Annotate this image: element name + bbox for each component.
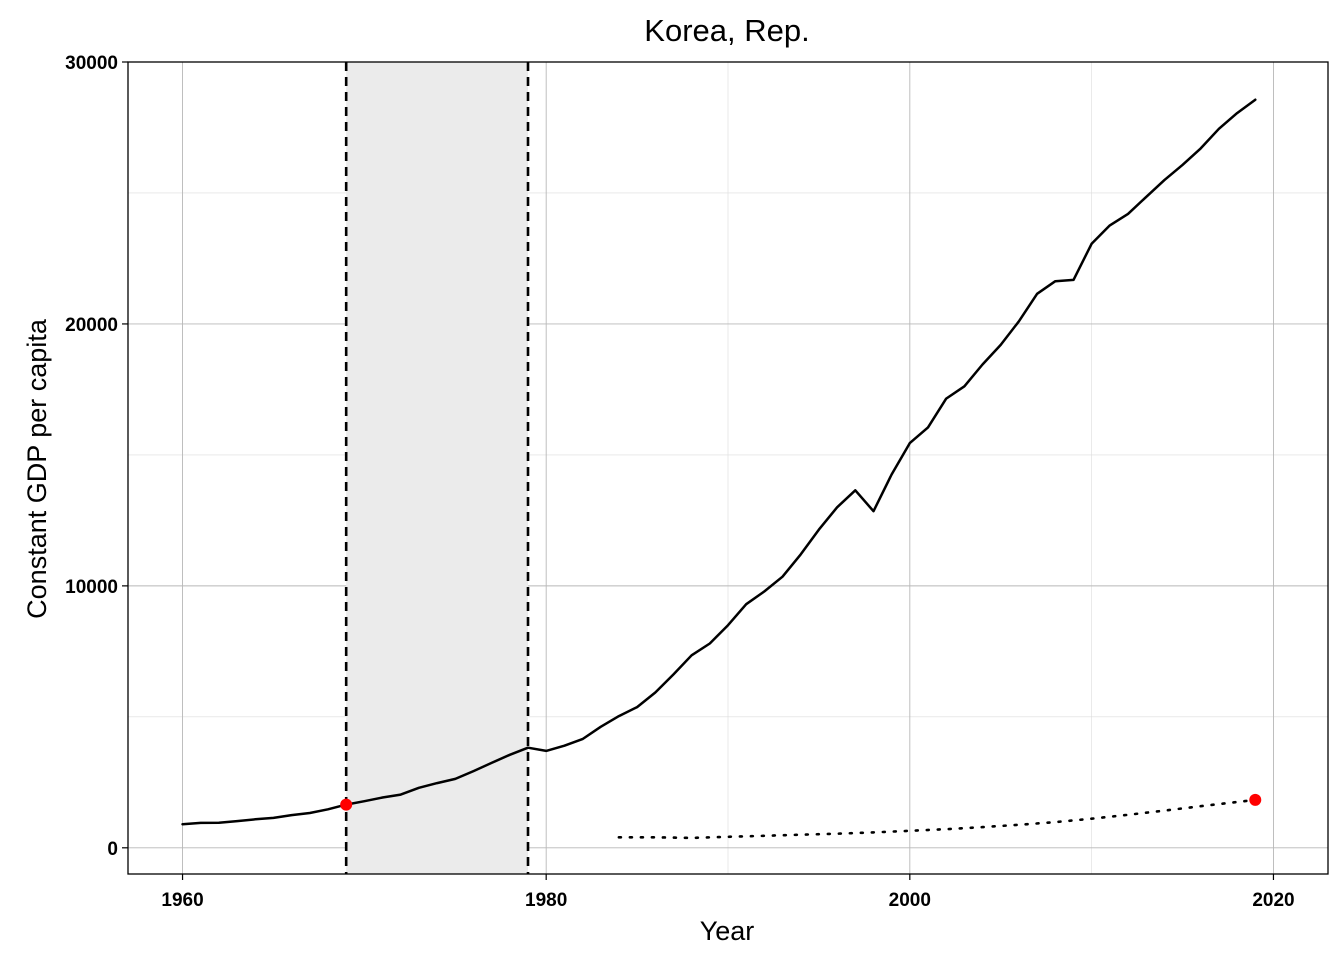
shaded-region bbox=[346, 62, 528, 874]
y-tick-label: 30000 bbox=[65, 53, 118, 74]
x-tick-label: 1960 bbox=[161, 890, 203, 911]
dotted-series-line bbox=[617, 798, 1257, 840]
x-tick-label: 1980 bbox=[525, 890, 567, 911]
panel-border bbox=[127, 61, 1329, 875]
x-tick-label: 2020 bbox=[1252, 890, 1294, 911]
x-tick-label: 2000 bbox=[889, 890, 931, 911]
y-tick-label: 0 bbox=[107, 839, 118, 860]
red-point-marker bbox=[1249, 793, 1262, 806]
red-point-marker bbox=[340, 798, 353, 811]
y-tick-label: 20000 bbox=[65, 315, 118, 336]
plot-area: 1960 1980 2000 2020 0 10000 20000 30000 bbox=[65, 53, 1329, 911]
x-axis-label: Year bbox=[700, 916, 755, 946]
y-axis-label: Constant GDP per capita bbox=[22, 318, 52, 619]
y-tick-label: 10000 bbox=[65, 577, 118, 598]
gdp-series-line bbox=[181, 98, 1257, 826]
chart-title: Korea, Rep. bbox=[644, 13, 809, 48]
